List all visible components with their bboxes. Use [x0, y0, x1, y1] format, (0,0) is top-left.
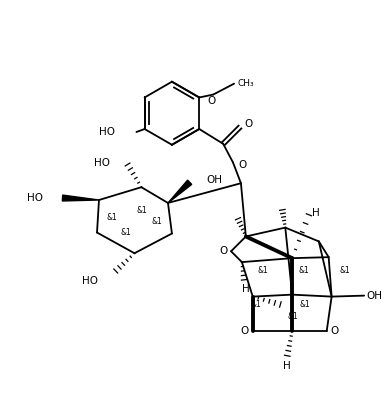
Text: OH: OH	[366, 291, 382, 301]
Text: H: H	[283, 361, 291, 371]
Text: &1: &1	[300, 300, 310, 309]
Text: &1: &1	[120, 228, 131, 237]
Text: O: O	[245, 119, 253, 129]
Text: HO: HO	[94, 158, 110, 168]
Text: O: O	[240, 326, 249, 336]
Polygon shape	[63, 195, 99, 201]
Text: H: H	[312, 208, 320, 218]
Text: HO: HO	[82, 276, 98, 286]
Text: O: O	[207, 96, 215, 106]
Text: &1: &1	[107, 213, 117, 222]
Text: &1: &1	[251, 300, 261, 309]
Text: &1: &1	[299, 266, 310, 276]
Text: &1: &1	[152, 217, 163, 226]
Text: O: O	[219, 246, 227, 256]
Text: OH: OH	[207, 175, 222, 185]
Text: &1: &1	[339, 266, 350, 276]
Text: &1: &1	[288, 312, 298, 321]
Text: O: O	[238, 160, 246, 170]
Text: &1: &1	[137, 206, 148, 215]
Text: HO: HO	[27, 193, 43, 203]
Text: H: H	[242, 284, 250, 294]
Text: &1: &1	[257, 266, 268, 276]
Text: HO: HO	[99, 127, 115, 137]
Text: O: O	[331, 326, 339, 336]
Polygon shape	[168, 180, 192, 203]
Text: CH₃: CH₃	[238, 79, 255, 88]
